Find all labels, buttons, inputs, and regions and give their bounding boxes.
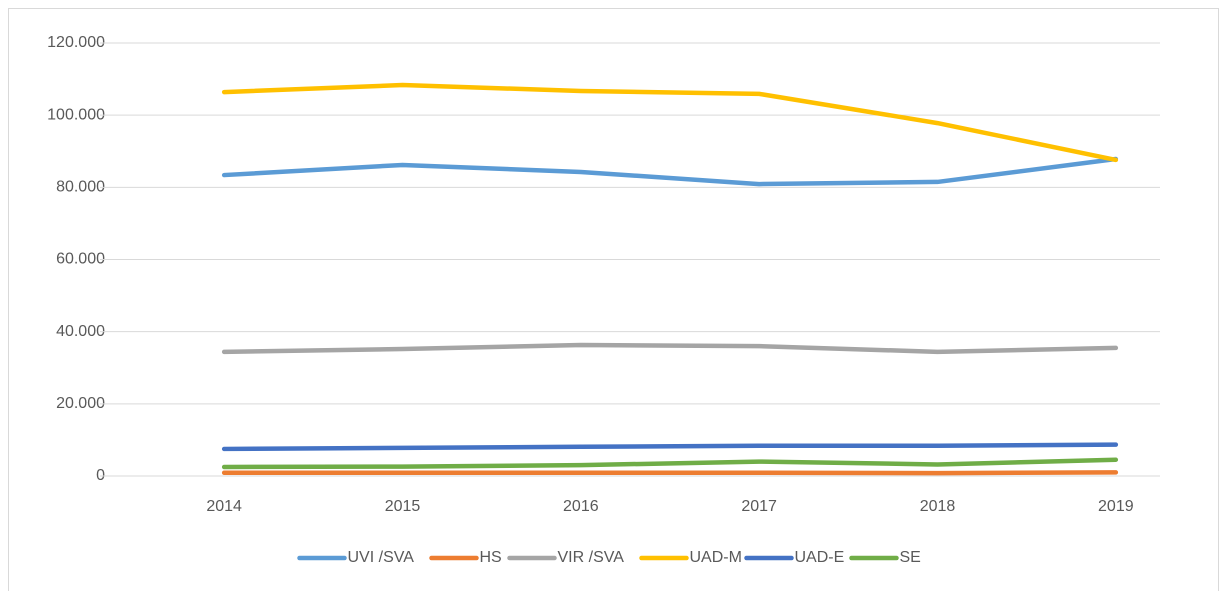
- x-tick-label: 2018: [920, 498, 956, 515]
- y-tick-label: 20.000: [56, 395, 105, 412]
- series-line: [221, 457, 1119, 470]
- legend-label: UVI /SVA: [348, 549, 415, 566]
- series-line: [221, 342, 1119, 355]
- legend-label: VIR /SVA: [558, 549, 625, 566]
- x-tick-label: 2014: [206, 498, 242, 515]
- y-tick-label: 120.000: [47, 34, 105, 51]
- legend-label: UAD-E: [795, 549, 845, 566]
- legend-label: HS: [480, 549, 502, 566]
- series-line: [221, 156, 1119, 187]
- y-tick-label: 40.000: [56, 323, 105, 340]
- series-line: [221, 442, 1119, 452]
- legend-label: UAD-M: [690, 549, 742, 566]
- x-tick-label: 2017: [741, 498, 777, 515]
- x-tick-label: 2015: [385, 498, 421, 515]
- x-tick-label: 2019: [1098, 498, 1134, 515]
- x-tick-label: 2016: [563, 498, 599, 515]
- y-tick-label: 80.000: [56, 179, 105, 196]
- legend-label: SE: [900, 549, 921, 566]
- series-line: [221, 470, 1119, 476]
- chart-frame: [8, 8, 1219, 591]
- y-tick-label: 60.000: [56, 251, 105, 268]
- series-line: [221, 82, 1119, 163]
- y-tick-label: 100.000: [47, 106, 105, 123]
